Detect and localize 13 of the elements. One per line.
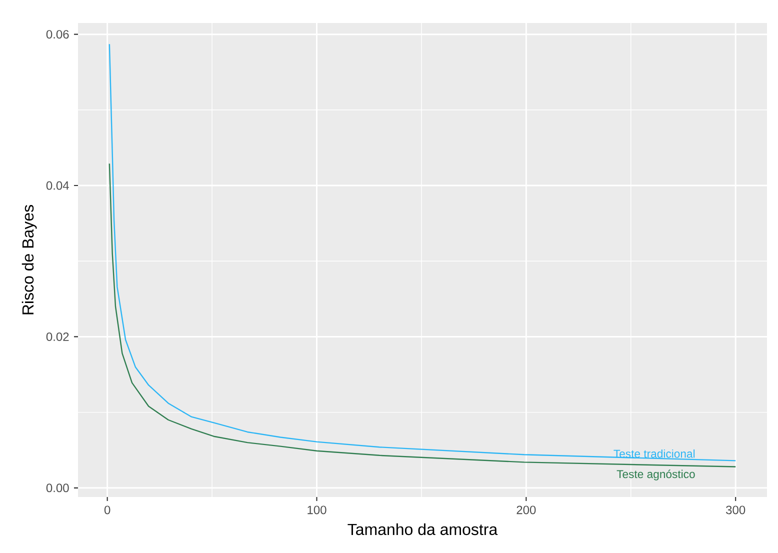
- line-series: [108, 163, 736, 468]
- y-tick-label: 0.02: [46, 332, 69, 341]
- x-tick-label: 0: [104, 506, 110, 514]
- y-tick-label: 0.04: [46, 181, 69, 190]
- x-tick-label: 100: [308, 506, 326, 514]
- y-axis-title: Risco de Bayes: [22, 205, 37, 314]
- y-tick-label: 0.06: [46, 30, 69, 39]
- x-axis-title: Tamanho da amostra: [348, 523, 498, 536]
- x-tick-label: 300: [726, 506, 746, 514]
- x-tick-label: 200: [516, 506, 536, 514]
- series-label: Teste agnóstico: [616, 470, 695, 480]
- y-tick-label: 0.00: [46, 484, 69, 492]
- line-series: [108, 44, 736, 462]
